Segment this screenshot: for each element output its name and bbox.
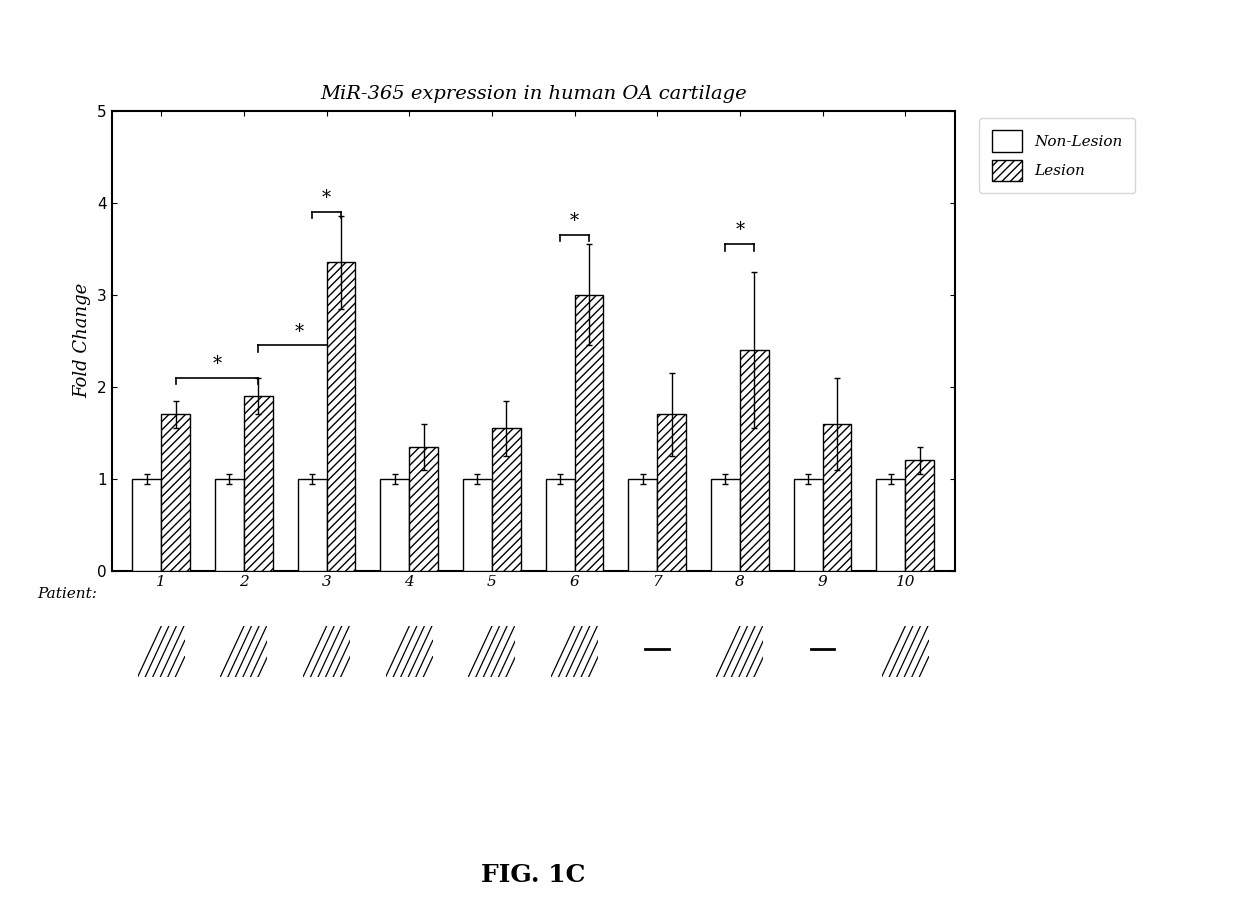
Bar [546,479,574,571]
Y-axis label: Fold Change: Fold Change [73,283,92,399]
Text: FIG. 1C: FIG. 1C [481,863,585,887]
Bar [161,414,190,571]
Text: Patient:: Patient: [37,587,97,601]
Bar [905,460,934,571]
Bar [298,479,326,571]
Bar [740,350,769,571]
Bar [492,428,521,571]
Title: MiR-365 expression in human OA cartilage: MiR-365 expression in human OA cartilage [320,86,746,103]
Bar [326,262,356,571]
Bar [133,479,161,571]
Bar [711,479,740,571]
Text: *: * [212,355,222,373]
Bar [409,447,438,571]
Text: *: * [322,189,331,207]
Bar [794,479,822,571]
Bar [657,414,686,571]
Bar [822,424,852,571]
Text: *: * [295,322,304,341]
Bar [877,479,905,571]
Bar [381,479,409,571]
Legend: Non-Lesion, Lesion: Non-Lesion, Lesion [980,118,1135,193]
Bar [463,479,492,571]
Bar [215,479,244,571]
Text: *: * [735,221,744,239]
Bar [629,479,657,571]
Bar [244,396,273,571]
Text: *: * [570,212,579,230]
Bar [574,295,604,571]
